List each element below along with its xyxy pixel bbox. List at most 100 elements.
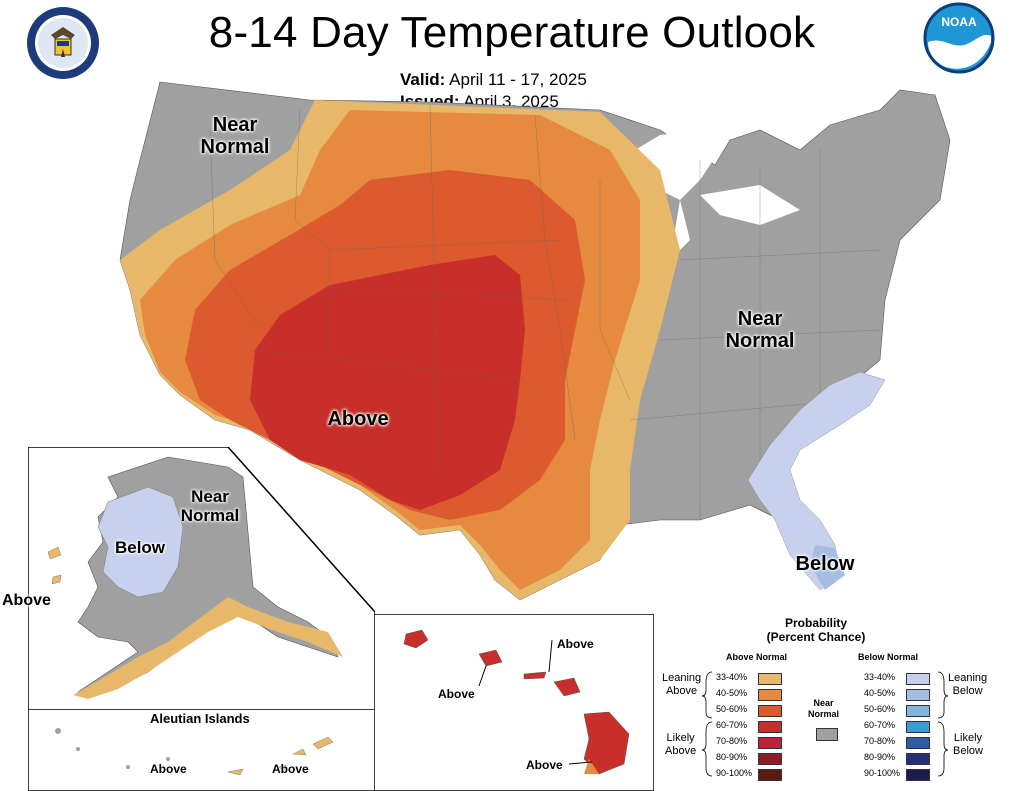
label-alaska-below: Below <box>114 538 166 557</box>
legend-likely-below: Likely Below <box>953 732 983 758</box>
label-hawaii-above-3: Above <box>526 758 563 772</box>
legend-title: Probability (Percent Chance) <box>650 616 982 644</box>
below-bin-2: 50-60% <box>864 704 954 718</box>
legend-likely-above: Likely Above <box>665 732 696 758</box>
legend-likely-below-1: Likely <box>953 732 983 744</box>
legend-above-header: Above Normal <box>726 652 788 662</box>
below-bin-label: 40-50% <box>864 688 896 698</box>
above-bin-4: 70-80% <box>716 736 806 750</box>
below-bin-1: 40-50% <box>864 688 954 702</box>
noaa-logo-icon: NOAA <box>923 2 995 74</box>
below-bin-3: 60-70% <box>864 720 954 734</box>
above-bin-label: 90-100% <box>716 768 753 778</box>
label-alaska-near-1: Near <box>191 487 229 506</box>
above-bin-2: 50-60% <box>716 704 806 718</box>
above-bin-label: 60-70% <box>716 720 748 730</box>
legend-near-label-2: Normal <box>808 709 840 719</box>
below-bin-swatch <box>906 673 930 685</box>
below-bin-swatch <box>906 769 930 781</box>
legend-title-2: (Percent Chance) <box>766 630 866 644</box>
below-bin-label: 60-70% <box>864 720 896 730</box>
above-bin-label: 40-50% <box>716 688 748 698</box>
label-hawaii-above-1: Above <box>557 637 594 651</box>
above-bin-swatch <box>758 721 782 733</box>
aleutian-inset <box>28 709 375 791</box>
alaska-inset <box>28 447 375 712</box>
label-conus-above: Above <box>327 408 389 430</box>
label-hawaii-above-2: Above <box>438 687 475 701</box>
noaa-logo-text: NOAA <box>941 15 977 29</box>
maui-island <box>553 677 581 697</box>
legend-likely-above-1: Likely <box>666 732 695 744</box>
hawaii-inset <box>374 614 654 791</box>
alaska-below-area <box>97 486 184 598</box>
label-alaska-near-2: Normal <box>180 506 240 525</box>
map-title: 8-14 Day Temperature Outlook <box>208 8 816 57</box>
above-bin-swatch <box>758 769 782 781</box>
kauai-island <box>403 629 429 649</box>
legend-leaning-below-1: Leaning <box>948 672 988 684</box>
label-alaska-near: Near Normal <box>175 487 245 525</box>
big-island <box>583 711 630 775</box>
label-conus-west-near-1: Near <box>212 114 258 136</box>
below-bin-6: 90-100% <box>864 768 954 782</box>
label-aleutian-above-2: Above <box>272 762 309 776</box>
label-conus-west-near-2: Normal <box>200 136 270 158</box>
above-bin-1: 40-50% <box>716 688 806 702</box>
below-bin-label: 33-40% <box>864 672 896 682</box>
below-bin-swatch <box>906 689 930 701</box>
above-bin-swatch <box>758 737 782 749</box>
above-bin-swatch <box>758 753 782 765</box>
above-bin-label: 50-60% <box>716 704 748 714</box>
legend: Probability (Percent Chance) Above Norma… <box>650 614 1024 791</box>
legend-title-1: Probability <box>784 616 847 630</box>
above-bin-label: 70-80% <box>716 736 748 746</box>
below-bin-label: 50-60% <box>864 704 896 714</box>
below-40-50-area <box>810 545 845 590</box>
oahu-island <box>478 649 503 667</box>
legend-below-header: Below Normal <box>858 652 919 662</box>
above-bin-swatch <box>758 689 782 701</box>
legend-leaning-above-2: Above <box>665 685 698 697</box>
above-bin-label: 33-40% <box>716 672 748 682</box>
molokai-island <box>523 671 547 680</box>
below-bin-label: 70-80% <box>864 736 896 746</box>
label-conus-east-near: Near Normal <box>715 308 805 352</box>
above-bin-swatch <box>758 673 782 685</box>
legend-near-label-1: Near <box>813 698 834 708</box>
label-conus-west-near: Near Normal <box>195 114 275 158</box>
below-bin-label: 80-90% <box>864 752 896 762</box>
label-aleutian-title: Aleutian Islands <box>150 711 250 726</box>
above-bin-5: 80-90% <box>716 752 806 766</box>
legend-likely-below-2: Below <box>953 745 983 757</box>
above-bin-swatch <box>758 705 782 717</box>
valid-value: April 11 - 17, 2025 <box>449 70 587 89</box>
legend-near-swatch <box>816 728 838 741</box>
legend-near-label: Near Normal <box>808 698 839 720</box>
above-bin-0: 33-40% <box>716 672 806 686</box>
legend-leaning-above-1: Leaning <box>662 672 702 684</box>
legend-brackets-right <box>937 671 948 777</box>
below-bin-0: 33-40% <box>864 672 954 686</box>
legend-leaning-above: Leaning Above <box>662 672 701 698</box>
below-bin-4: 70-80% <box>864 736 954 750</box>
label-aleutian-above-1: Above <box>150 762 187 776</box>
above-60-70-area <box>250 255 525 510</box>
commerce-seal-icon <box>27 7 99 79</box>
alaska-above-area <box>73 597 343 699</box>
above-bin-label: 80-90% <box>716 752 748 762</box>
below-bin-swatch <box>906 721 930 733</box>
above-bin-6: 90-100% <box>716 768 806 782</box>
label-conus-east-near-1: Near <box>737 308 783 330</box>
label-florida-below: Below <box>795 553 855 575</box>
valid-dates: Valid: April 11 - 17, 2025 <box>400 70 587 90</box>
label-conus-east-near-2: Normal <box>725 330 795 352</box>
legend-leaning-below-2: Below <box>952 685 983 697</box>
below-bin-swatch <box>906 705 930 717</box>
valid-label: Valid: <box>400 70 446 89</box>
label-alaska-above: Above <box>2 592 51 609</box>
legend-leaning-below: Leaning Below <box>948 672 987 698</box>
below-bin-label: 90-100% <box>864 768 901 778</box>
state-borders <box>209 104 881 520</box>
